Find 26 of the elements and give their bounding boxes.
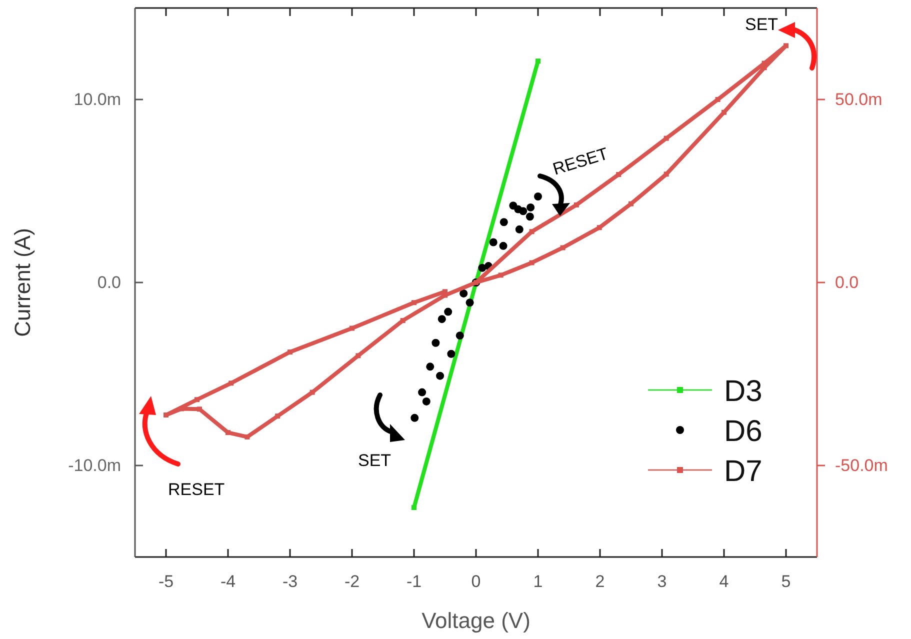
annotation: RESET: [168, 480, 225, 499]
legend-label: D7: [724, 455, 762, 488]
x-tick-label: 1: [533, 572, 543, 592]
y-tick-label: 0.0: [97, 272, 121, 292]
x-tick-label: -1: [406, 572, 422, 592]
x-tick-label: -4: [220, 572, 236, 592]
annotation: SET: [358, 451, 392, 470]
y-axis-title: Current (A): [10, 228, 35, 337]
x-tick-label: -2: [344, 572, 360, 592]
legend-label: D3: [724, 375, 762, 408]
x-tick-label: 5: [781, 572, 791, 592]
x-axis-title: Voltage (V): [422, 608, 530, 633]
x-tick-label: 0: [471, 572, 481, 592]
y2-tick-label: 50.0m: [835, 90, 882, 109]
x-tick-label: 2: [595, 572, 605, 592]
y2-tick-label: -50.0m: [835, 456, 888, 475]
legend-label: D6: [724, 415, 762, 448]
x-tick-label: -5: [158, 572, 174, 592]
x-tick-label: -3: [282, 572, 298, 592]
x-tick-label: 3: [657, 572, 667, 592]
y-tick-label: -10.0m: [68, 456, 121, 475]
x-tick-label: 4: [719, 572, 729, 592]
y-tick-label: 10.0m: [74, 90, 121, 109]
annotation: SET: [745, 15, 778, 34]
annotation: RESET: [550, 144, 610, 179]
y2-tick-label: 0.0: [835, 272, 859, 292]
